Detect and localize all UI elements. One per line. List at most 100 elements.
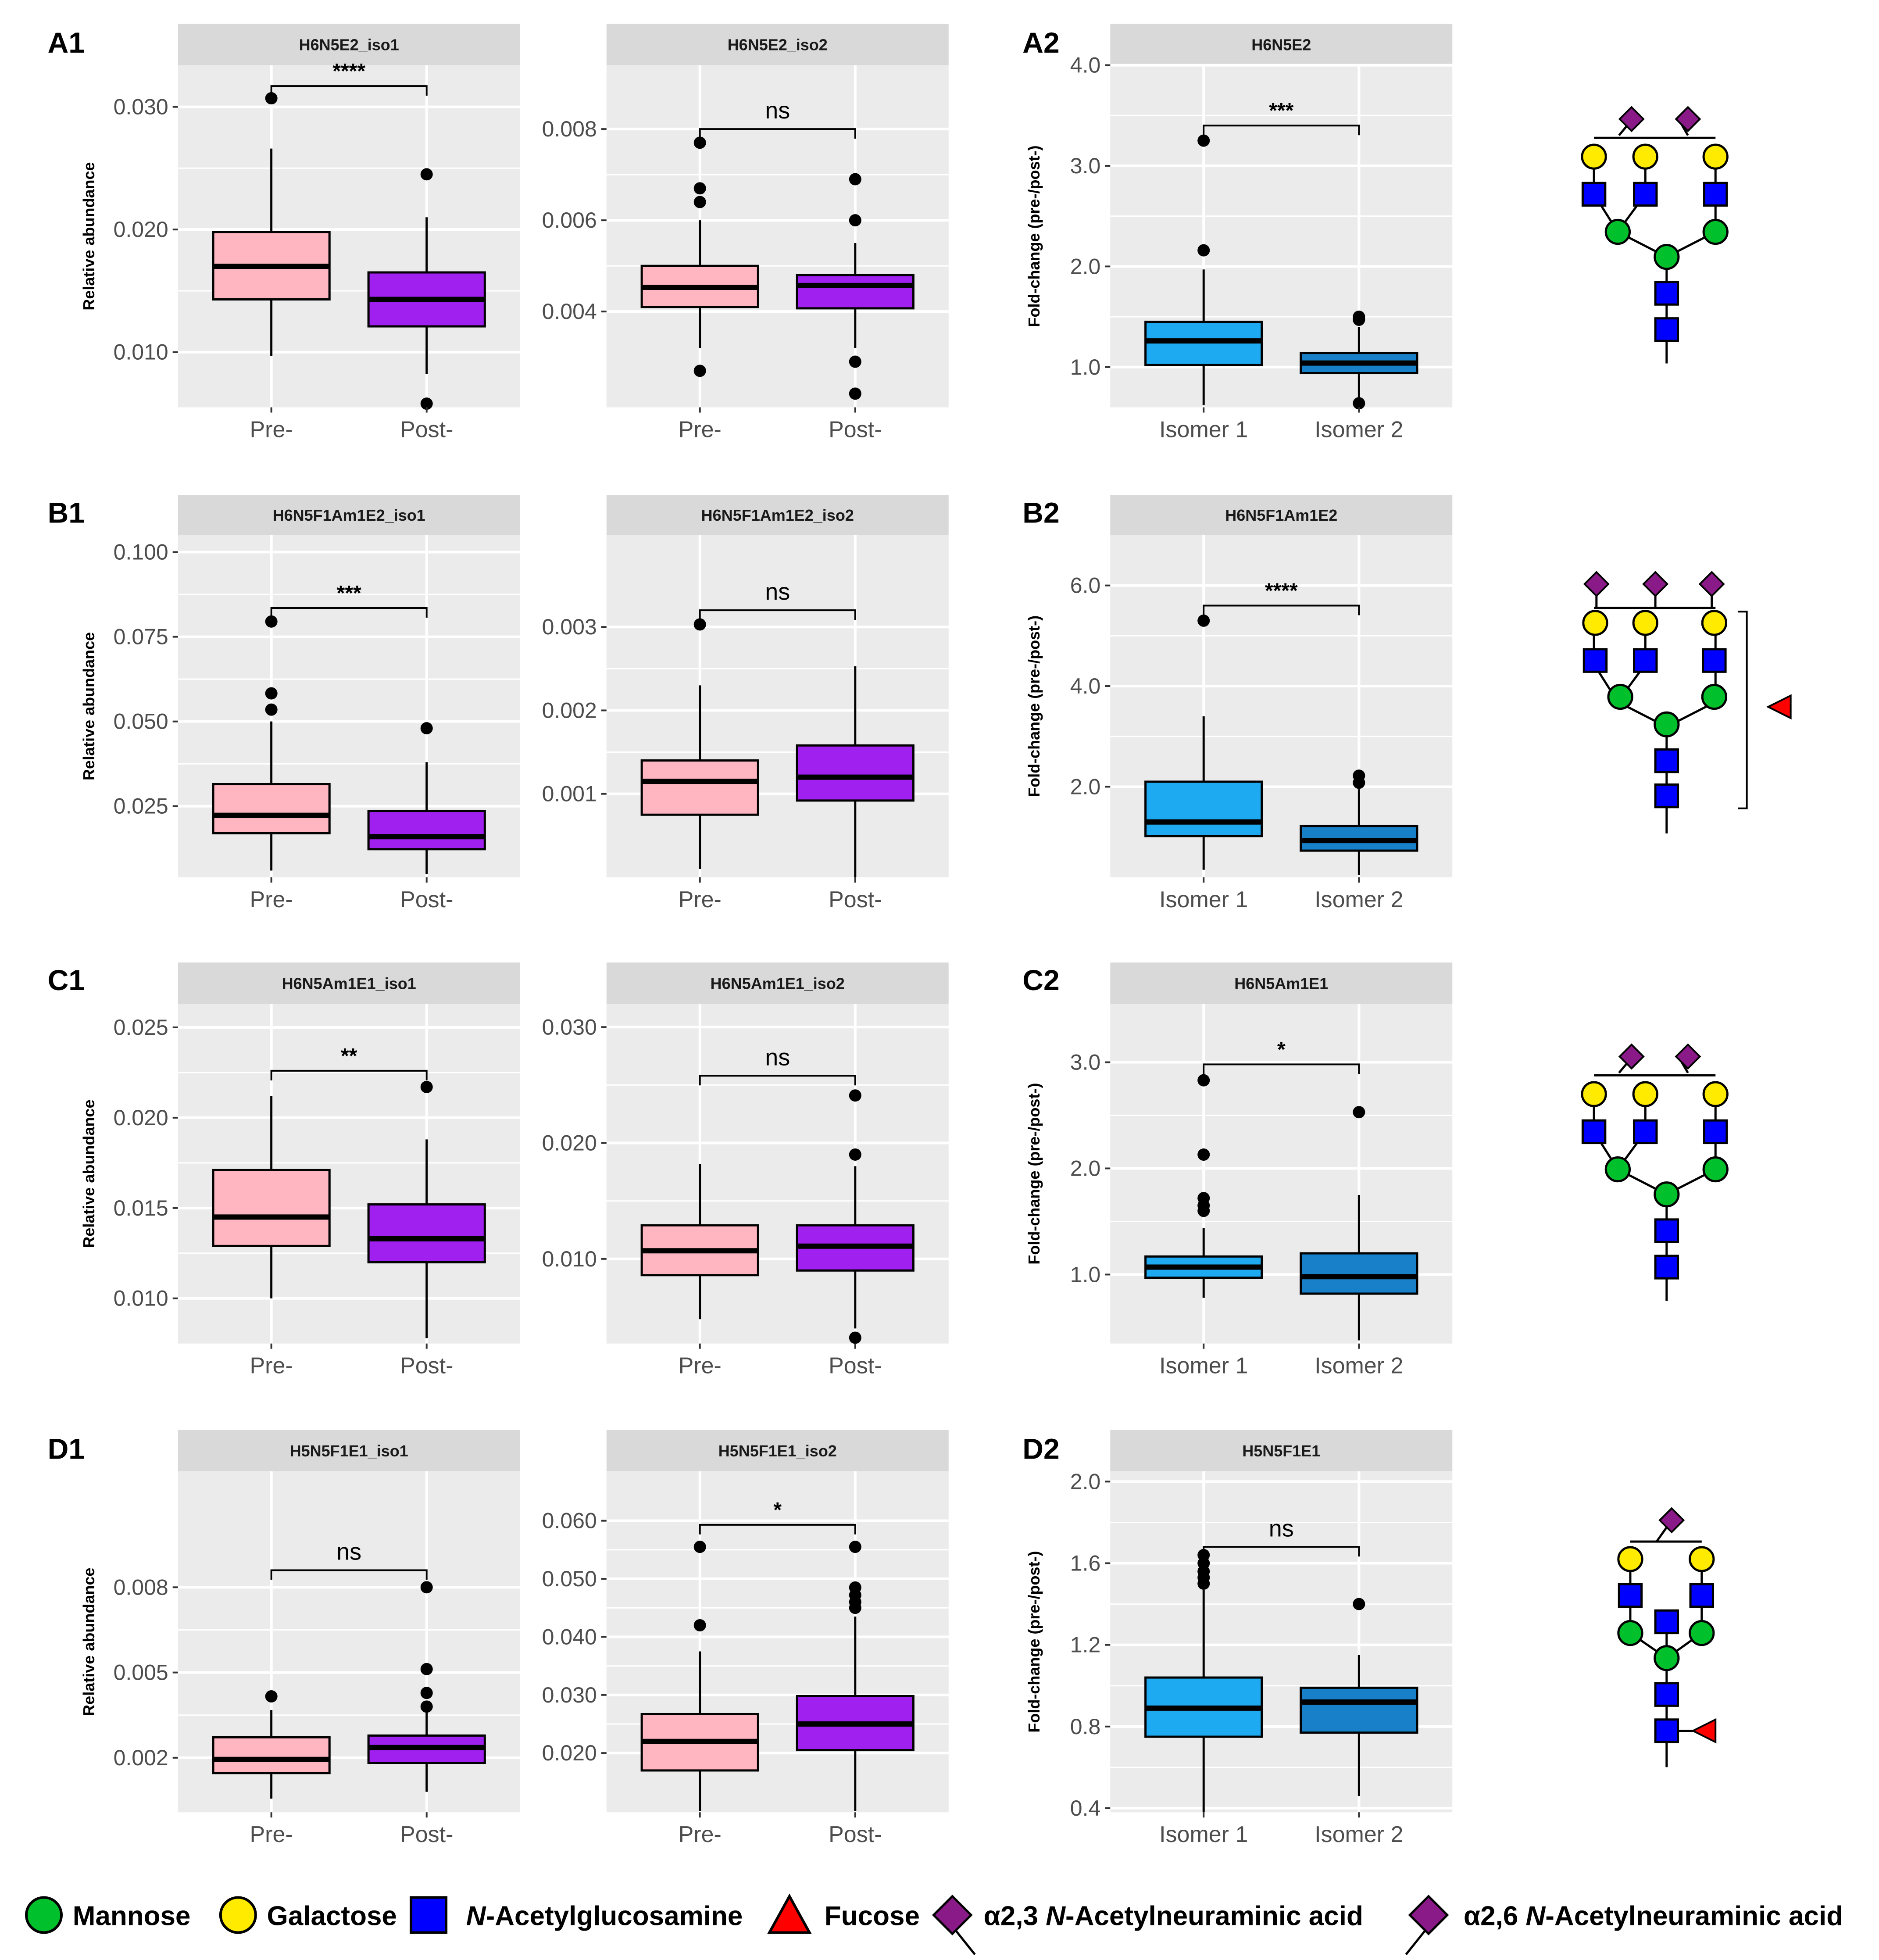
x-tick-label: Pre- (679, 417, 722, 443)
outlier-point (693, 182, 706, 195)
box-iqr (367, 1203, 486, 1263)
galactose-symbol (1702, 1081, 1729, 1107)
significance-bracket (699, 609, 856, 620)
fucose-legend-icon (767, 1893, 812, 1934)
glycan-linkage (1593, 157, 1667, 258)
legend-label-part: N (1526, 1901, 1546, 1931)
legend-label: α2,6 N-Acetylneuraminic acid (1464, 1901, 1843, 1931)
strip-header (1110, 1430, 1453, 1472)
panel-1-2: H6N5F1Am1E2 2.0 4.0 6.0 Fold-change (pre-/po… (1025, 495, 1453, 912)
panel-3-2: H5N5F1E1 0.4 0.8 1.2 1.6 2.0 Fold-change (pre-… (1025, 1430, 1453, 1847)
strip-header (606, 24, 949, 65)
y-axis-label: Fold-change (pre-/post-) (1025, 1551, 1043, 1733)
neu5ac-a23-legend-icon (932, 1895, 973, 1935)
boxplot-1 (367, 722, 486, 874)
panel-label: A2 (1022, 26, 1059, 59)
significance-label: ns (1269, 1515, 1294, 1542)
galactose-symbol (1701, 610, 1728, 636)
outlier-point (420, 1581, 433, 1594)
panel-label: C2 (1022, 964, 1059, 996)
neu5ac-symbol (1658, 1507, 1685, 1534)
significance-bracket (699, 128, 856, 139)
glcnac-symbol (1703, 182, 1728, 207)
y-tick-label: 0.002 (114, 1745, 168, 1770)
significance-label: *** (1269, 99, 1293, 122)
significance-label: * (773, 1499, 782, 1522)
y-tick-label: 1.0 (1070, 1262, 1101, 1287)
y-tick-label: 3.0 (1070, 1050, 1101, 1075)
significance-label: **** (332, 60, 365, 83)
plot-area (606, 535, 949, 877)
mannose-symbol (1617, 1620, 1643, 1646)
panel-3-0: H5N5F1E1_iso1 0.002 0.005 0.008 Relative abu… (80, 1430, 520, 1847)
outlier-point (1197, 134, 1210, 147)
outlier-point (420, 1700, 433, 1713)
boxplot-0 (212, 1096, 331, 1298)
outlier-point (693, 196, 706, 208)
y-tick-label: 0.040 (542, 1624, 597, 1649)
box-iqr (640, 759, 759, 816)
x-tick-label: Isomer 2 (1315, 1353, 1403, 1379)
symbol-legend: Mannose Galactose N-Acetylglucosamine Fucos… (25, 1893, 1843, 1956)
legend-label-part: -Acetylglucosamine (486, 1901, 743, 1931)
glcnac-symbol (1583, 648, 1608, 673)
y-axis-label: Relative abundance (80, 1100, 98, 1248)
glcnac-symbol (1654, 1609, 1679, 1635)
legend-label-part: Mannose (73, 1901, 191, 1931)
outlier-point (420, 1080, 433, 1093)
y-tick-label: 0.075 (114, 625, 168, 649)
x-tick-label: Isomer 2 (1315, 417, 1403, 443)
boxplot-1 (367, 1581, 486, 1792)
mannose-symbol (1701, 683, 1728, 710)
boxplot-0 (1144, 1549, 1263, 1813)
y-tick-label: 0.010 (542, 1247, 597, 1271)
mannose-symbol (1604, 1156, 1631, 1183)
glycan-linkage (1593, 626, 1667, 728)
y-tick-label: 0.060 (542, 1509, 597, 1533)
significance-bracket (270, 1069, 428, 1080)
panel-label: B2 (1022, 496, 1059, 529)
y-tick-label: 0.4 (1070, 1796, 1101, 1821)
neu5ac-symbol (1583, 571, 1610, 597)
outlier-point (265, 1690, 278, 1703)
y-tick-label: 2.0 (1070, 774, 1101, 799)
y-tick-label: 4.0 (1070, 53, 1101, 78)
galactose-symbol (1702, 143, 1729, 170)
outlier-point (420, 1687, 433, 1699)
outlier-point (849, 173, 861, 186)
y-tick-label: 1.2 (1070, 1633, 1101, 1657)
x-tick-label: Isomer 1 (1159, 1822, 1248, 1847)
galactose-symbol (1632, 143, 1658, 170)
mannose-legend-icon (25, 1896, 63, 1934)
glcnac-symbol (1702, 648, 1727, 673)
strip-label: H6N5E2_iso2 (728, 36, 828, 54)
boxplot-0 (640, 1164, 759, 1320)
outlier-point (420, 397, 433, 410)
outlier-point (265, 703, 278, 716)
panel-label: A1 (48, 26, 85, 59)
galactose-symbol (1617, 1546, 1643, 1572)
strip-header (178, 24, 520, 65)
legend-label: Mannose (73, 1901, 191, 1931)
y-axis-label: Relative abundance (80, 1568, 98, 1716)
y-tick-label: 0.100 (114, 540, 168, 565)
x-tick-label: Pre- (679, 887, 722, 912)
legend-label: Fucose (825, 1901, 920, 1931)
mannose-symbol (1654, 244, 1680, 270)
outlier-point (849, 1541, 861, 1553)
strip-label: H6N5E2_iso1 (299, 36, 399, 54)
neu5ac-symbol (1698, 571, 1725, 597)
y-tick-label: 3.0 (1070, 154, 1101, 178)
x-tick-label: Pre- (250, 887, 293, 912)
outlier-point (265, 687, 278, 700)
significance-bracket (1203, 125, 1360, 136)
strip-header (178, 495, 520, 535)
box-iqr (1300, 1686, 1418, 1734)
panel-label: C1 (48, 964, 85, 996)
x-tick-label: Post- (400, 1822, 453, 1847)
strip-header (1110, 962, 1453, 1004)
strip-header (606, 1430, 949, 1472)
glcnac-symbol (1689, 1583, 1715, 1608)
boxplot-1 (1300, 311, 1418, 410)
mannose-symbol (1654, 1645, 1680, 1671)
